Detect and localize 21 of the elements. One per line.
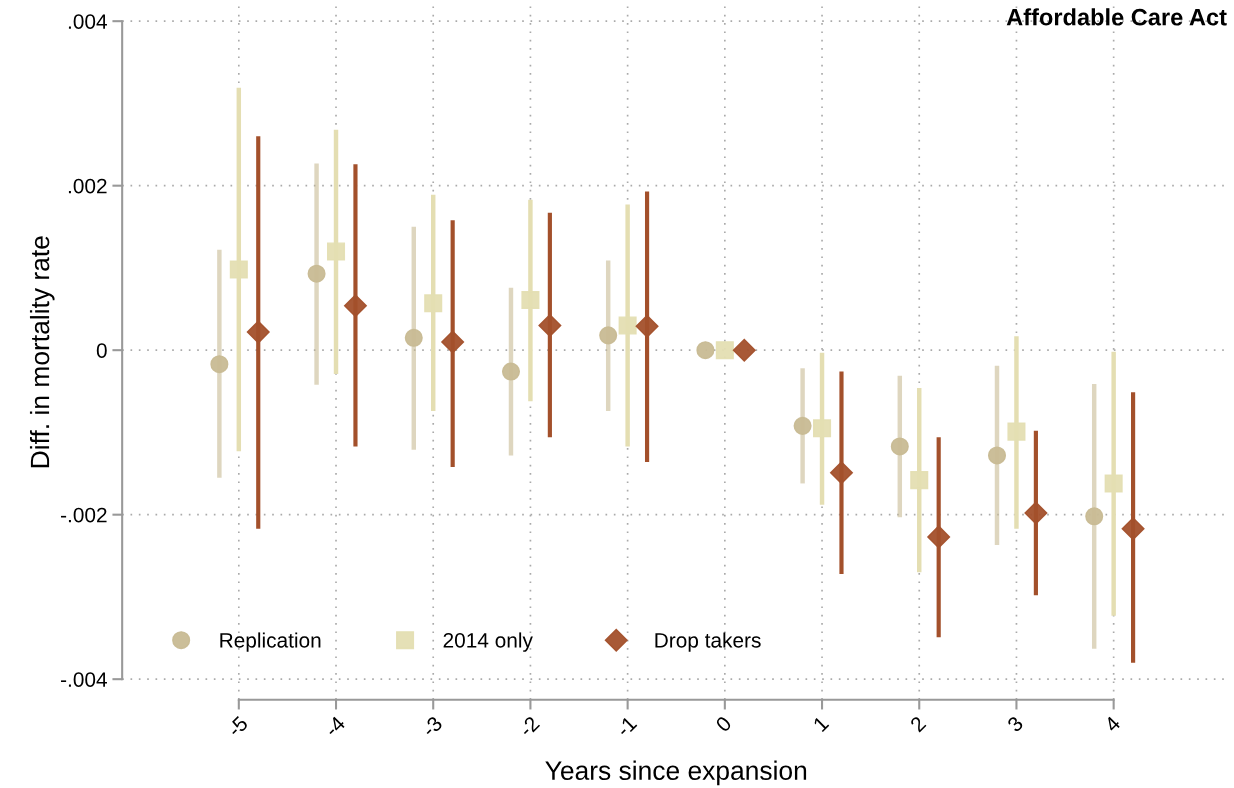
x-tick-label: -4 <box>323 715 346 738</box>
y-tick-label: -.002 <box>61 507 107 523</box>
legend-label: Drop takers <box>655 632 761 652</box>
x-tick-label: -3 <box>420 715 444 738</box>
chart-title: Affordable Care Act <box>1006 8 1227 26</box>
y-tick-label: .004 <box>68 14 107 29</box>
legend-label: Replication <box>220 632 321 652</box>
legend-label: 2014 only <box>443 632 533 652</box>
x-tick-label: 4 <box>1103 715 1122 733</box>
y-tick-label: .002 <box>68 178 107 194</box>
x-tick-label: 0 <box>714 715 733 733</box>
y-tick-label: 0 <box>96 343 107 358</box>
x-tick-label: -2 <box>518 715 541 738</box>
x-tick-label: 2 <box>909 715 927 733</box>
x-tick-label: -5 <box>226 715 249 738</box>
x-tick-label: 1 <box>812 715 830 733</box>
x-axis-title: Years since expansion <box>545 760 807 786</box>
y-tick-label: -.004 <box>61 672 107 687</box>
y-axis-title: Diff. in mortality rate <box>29 236 55 468</box>
x-tick-label: -1 <box>615 715 638 738</box>
x-tick-label: 3 <box>1006 715 1024 733</box>
